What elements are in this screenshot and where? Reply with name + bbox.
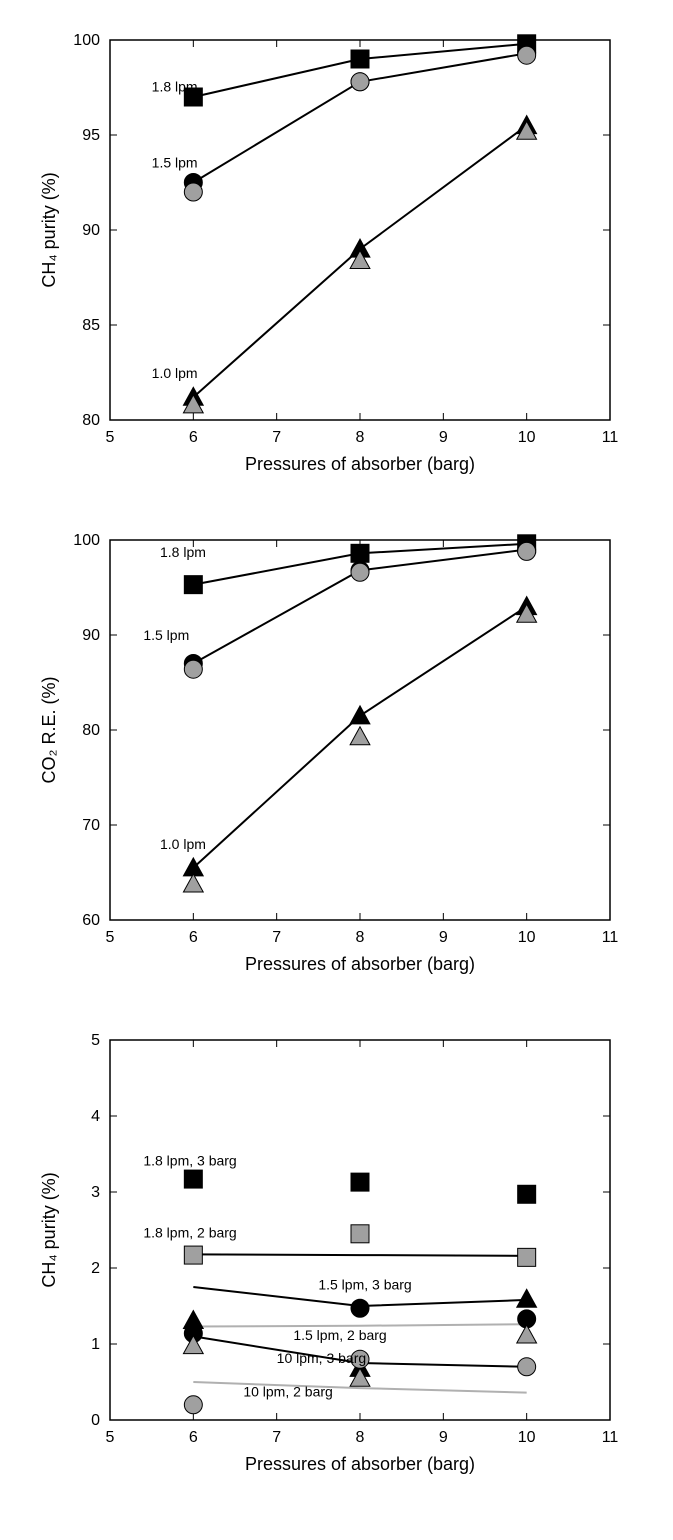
svg-text:7: 7 <box>272 929 281 946</box>
series-annotation: 10 lpm, 2 barg <box>243 1383 332 1399</box>
svg-text:7: 7 <box>272 429 281 446</box>
chart-panel: 5 6 7 8 9 10 11 0 1 2 3 4 5 Pressures of absorber (ba… <box>20 1020 653 1490</box>
series-annotation: 1.8 lpm <box>152 78 198 94</box>
svg-text:6: 6 <box>189 929 198 946</box>
svg-text:8: 8 <box>356 1429 365 1446</box>
svg-text:85: 85 <box>82 317 100 334</box>
svg-text:5: 5 <box>106 1429 115 1446</box>
y-axis-label: CH₄ purity (%) <box>39 172 59 287</box>
series-annotation: 1.5 lpm, 2 barg <box>293 1327 386 1343</box>
svg-text:100: 100 <box>73 532 100 549</box>
svg-text:6: 6 <box>189 1429 198 1446</box>
svg-text:90: 90 <box>82 222 100 239</box>
svg-text:9: 9 <box>439 929 448 946</box>
x-axis-label: Pressures of absorber (barg) <box>245 454 475 474</box>
svg-text:1: 1 <box>91 1336 100 1353</box>
x-axis-label: Pressures of absorber (barg) <box>245 1454 475 1474</box>
svg-text:8: 8 <box>356 929 365 946</box>
chart: 5 6 7 8 9 10 11 60 70 80 90 100 Pressures of absorbe… <box>20 520 640 990</box>
series-annotation: 1.5 lpm <box>143 627 189 643</box>
y-axis-label: CH₄ purity (%) <box>39 1172 59 1287</box>
svg-text:11: 11 <box>602 429 619 446</box>
svg-text:3: 3 <box>91 1184 100 1201</box>
svg-text:9: 9 <box>439 1429 448 1446</box>
svg-text:5: 5 <box>91 1032 100 1049</box>
series-annotation: 1.0 lpm <box>160 836 206 852</box>
series-annotation: 1.8 lpm, 3 barg <box>143 1152 236 1168</box>
svg-text:9: 9 <box>439 429 448 446</box>
y-axis-label: CO₂ R.E. (%) <box>39 677 59 784</box>
svg-text:70: 70 <box>82 817 100 834</box>
svg-text:90: 90 <box>82 627 100 644</box>
chart-panel: 5 6 7 8 9 10 11 80 85 90 95 100 Pressures of absorbe… <box>20 20 653 490</box>
series-annotation: 10 lpm, 3 barg <box>277 1350 367 1366</box>
chart: 5 6 7 8 9 10 11 0 1 2 3 4 5 Pressures of absorber (ba… <box>20 1020 640 1490</box>
svg-text:6: 6 <box>189 429 198 446</box>
svg-text:2: 2 <box>91 1260 100 1277</box>
series-annotation: 1.8 lpm <box>160 544 206 560</box>
svg-text:80: 80 <box>82 722 100 739</box>
svg-text:5: 5 <box>106 429 115 446</box>
svg-text:11: 11 <box>602 1429 619 1446</box>
svg-text:0: 0 <box>91 1412 100 1429</box>
svg-text:10: 10 <box>518 929 536 946</box>
svg-text:100: 100 <box>73 32 100 49</box>
x-axis-label: Pressures of absorber (barg) <box>245 954 475 974</box>
chart-panel: 5 6 7 8 9 10 11 60 70 80 90 100 Pressures of absorbe… <box>20 520 653 990</box>
svg-text:60: 60 <box>82 912 100 929</box>
svg-text:7: 7 <box>272 1429 281 1446</box>
svg-text:5: 5 <box>106 929 115 946</box>
svg-text:95: 95 <box>82 127 100 144</box>
svg-text:10: 10 <box>518 1429 536 1446</box>
svg-text:10: 10 <box>518 429 536 446</box>
series-annotation: 1.8 lpm, 2 barg <box>143 1225 236 1241</box>
svg-text:4: 4 <box>91 1108 100 1125</box>
svg-text:8: 8 <box>356 429 365 446</box>
figure-stack: 56789101180859095100Pressures of absorbe… <box>20 20 653 1490</box>
chart: 5 6 7 8 9 10 11 80 85 90 95 100 Pressures of absorbe… <box>20 20 640 490</box>
series-annotation: 1.0 lpm <box>152 365 198 381</box>
series-annotation: 1.5 lpm <box>152 154 198 170</box>
svg-text:80: 80 <box>82 412 100 429</box>
series-annotation: 1.5 lpm, 3 barg <box>318 1276 411 1292</box>
svg-text:11: 11 <box>602 929 619 946</box>
